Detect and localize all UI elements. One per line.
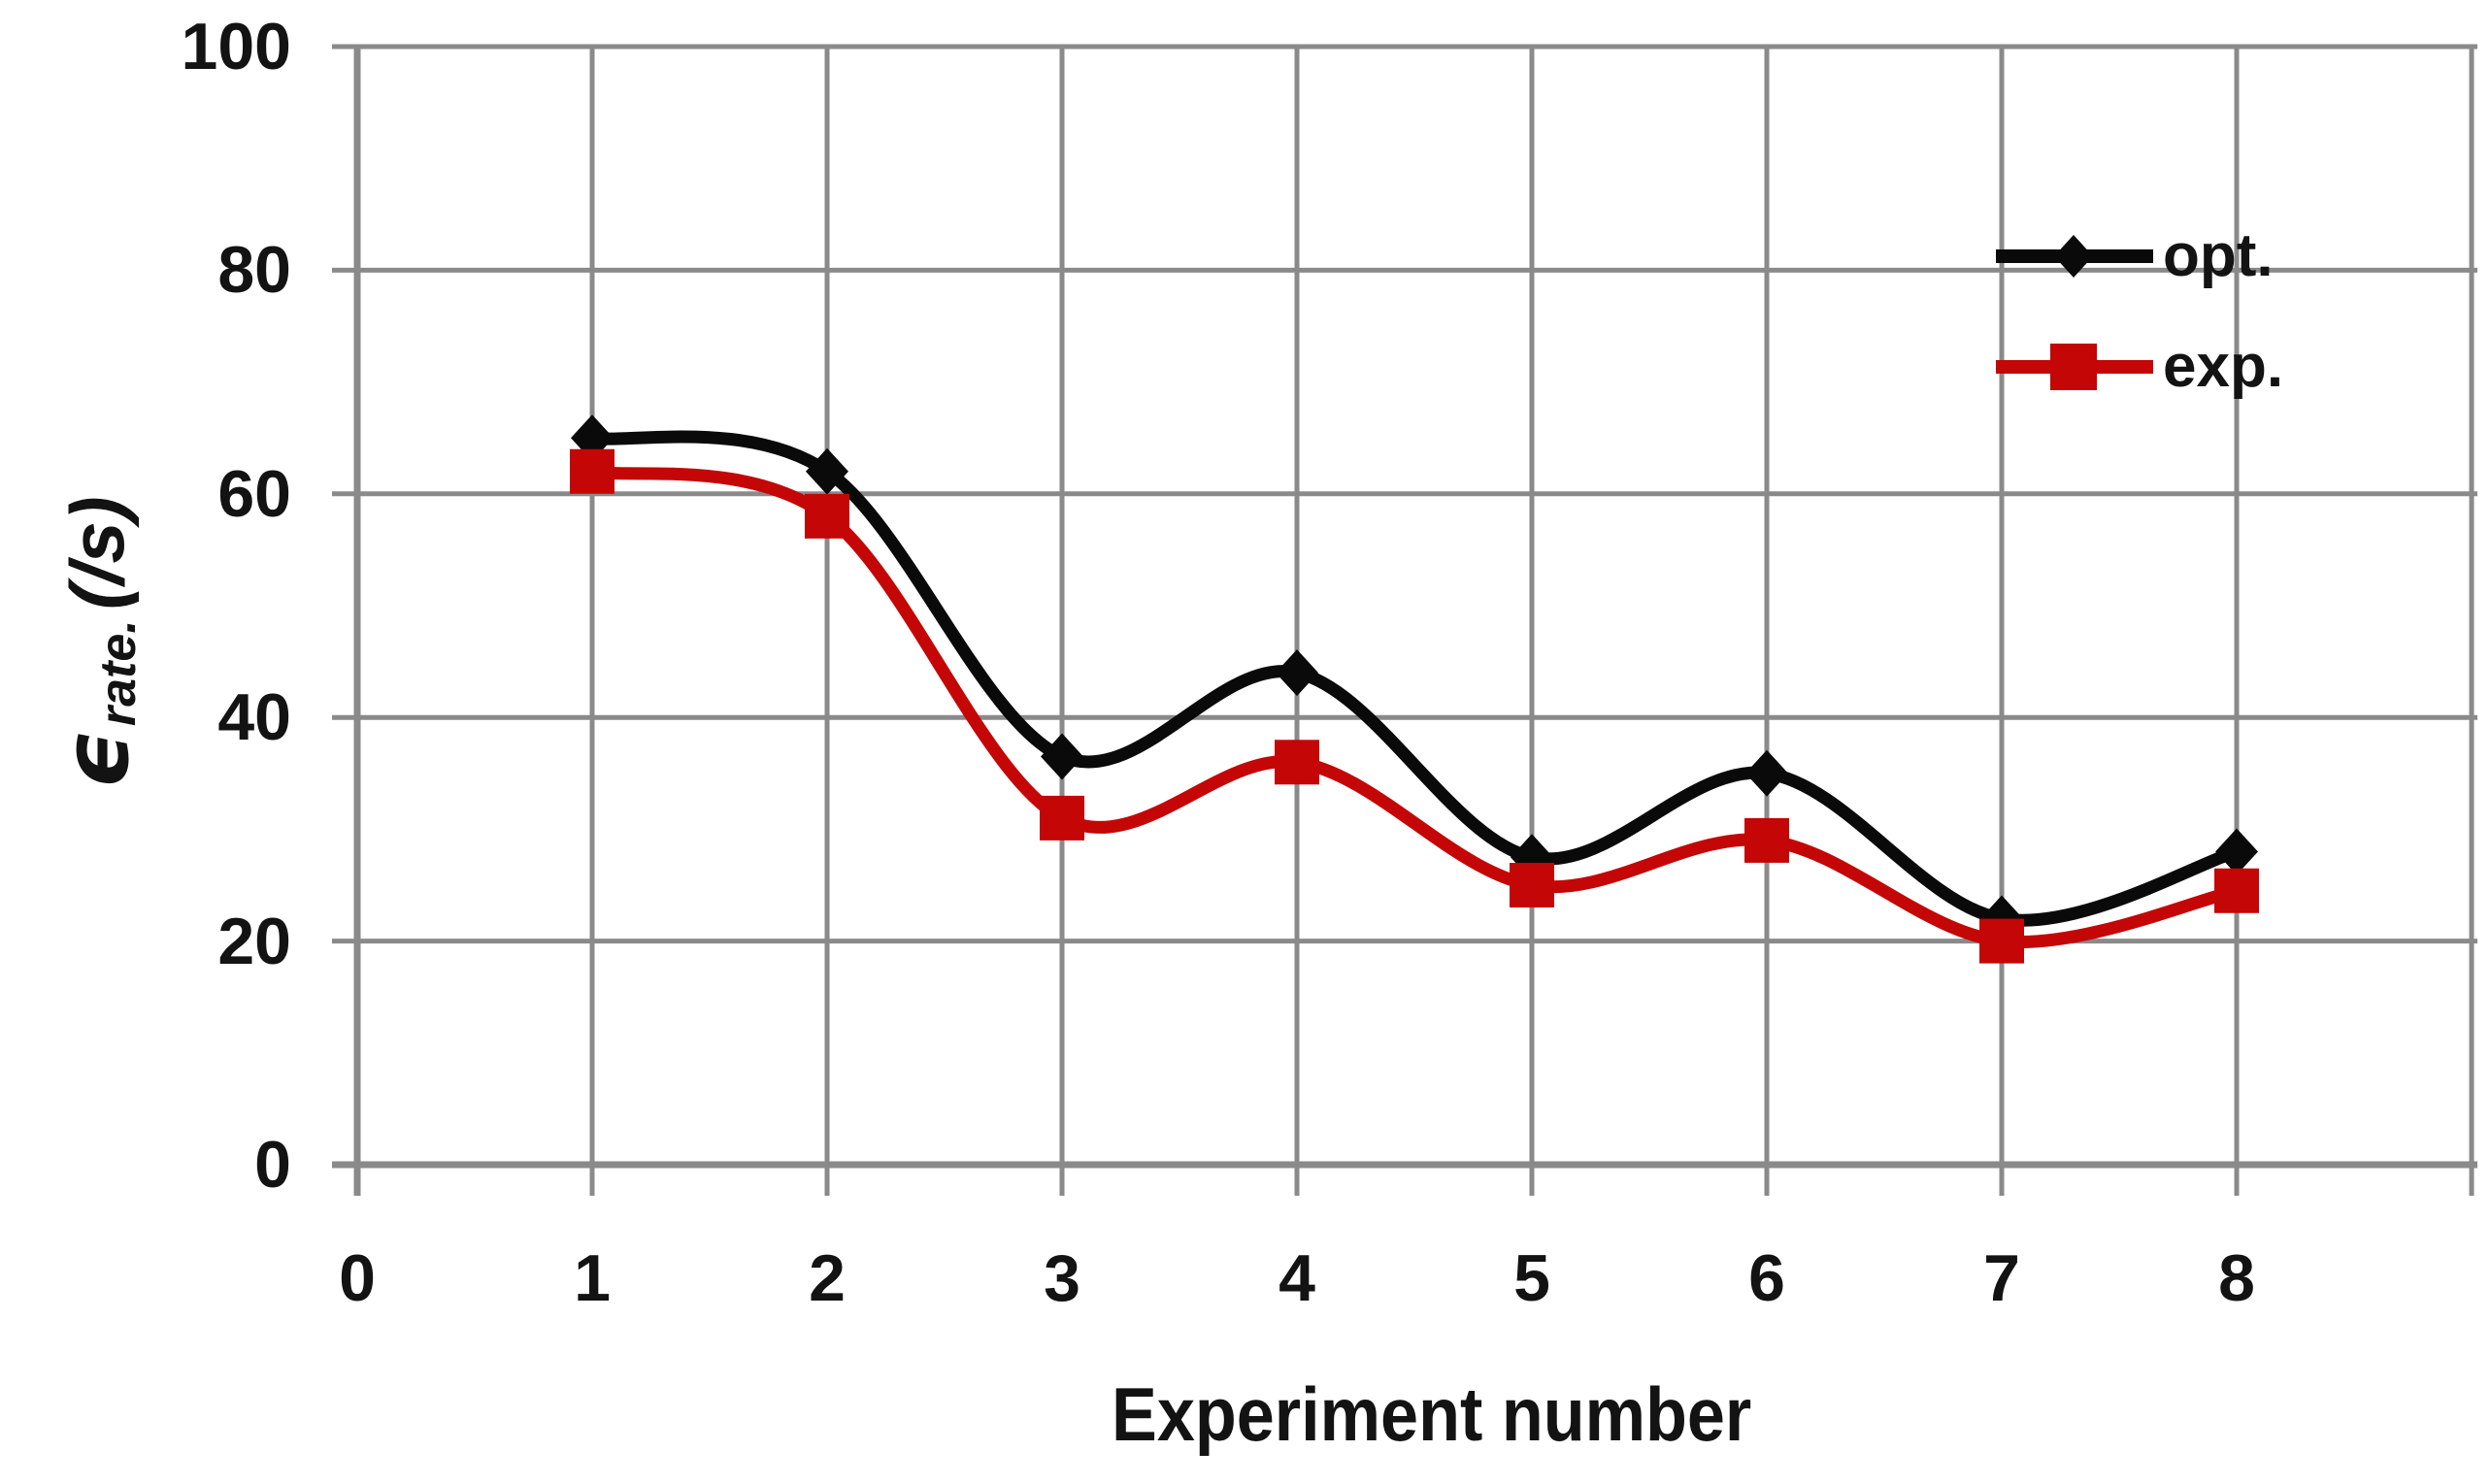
y-tick-label: 100: [181, 10, 291, 83]
y-axis-title-subscript: rate.: [90, 619, 147, 727]
gridlines: [332, 44, 2477, 1196]
y-tick-label: 60: [217, 456, 291, 531]
x-tick-label: 0: [339, 1241, 376, 1315]
x-tick-label: 2: [809, 1241, 846, 1315]
y-axis-title-unit: (/s): [53, 496, 140, 610]
x-tick-label: 6: [1748, 1241, 1785, 1315]
series-opt: [571, 414, 2258, 942]
x-tick-label: 4: [1279, 1241, 1315, 1315]
y-axis-title: ϵ rate. (/s): [34, 390, 160, 895]
series-line: [585, 430, 2243, 927]
x-axis-title: Experiment number: [1112, 1371, 1752, 1457]
y-tick-label: 80: [217, 233, 291, 308]
series-exp: [570, 448, 2259, 964]
epsilon-symbol: ϵ: [44, 730, 149, 789]
series-line: [585, 465, 2243, 949]
x-tick-label: 8: [2218, 1241, 2255, 1315]
y-tick-label: 20: [217, 904, 291, 978]
y-tick-label: 40: [217, 680, 291, 755]
x-tick-label: 7: [1983, 1241, 2020, 1315]
x-tick-label: 3: [1044, 1241, 1080, 1315]
axes: [332, 47, 2477, 1196]
legend-label-exp: exp.: [2163, 333, 2284, 400]
legend: [1996, 235, 2153, 390]
legend-label-opt: opt.: [2163, 222, 2274, 289]
x-tick-label: 1: [574, 1241, 611, 1315]
y-tick-label: 0: [254, 1128, 291, 1202]
x-tick-label: 5: [1513, 1241, 1550, 1315]
